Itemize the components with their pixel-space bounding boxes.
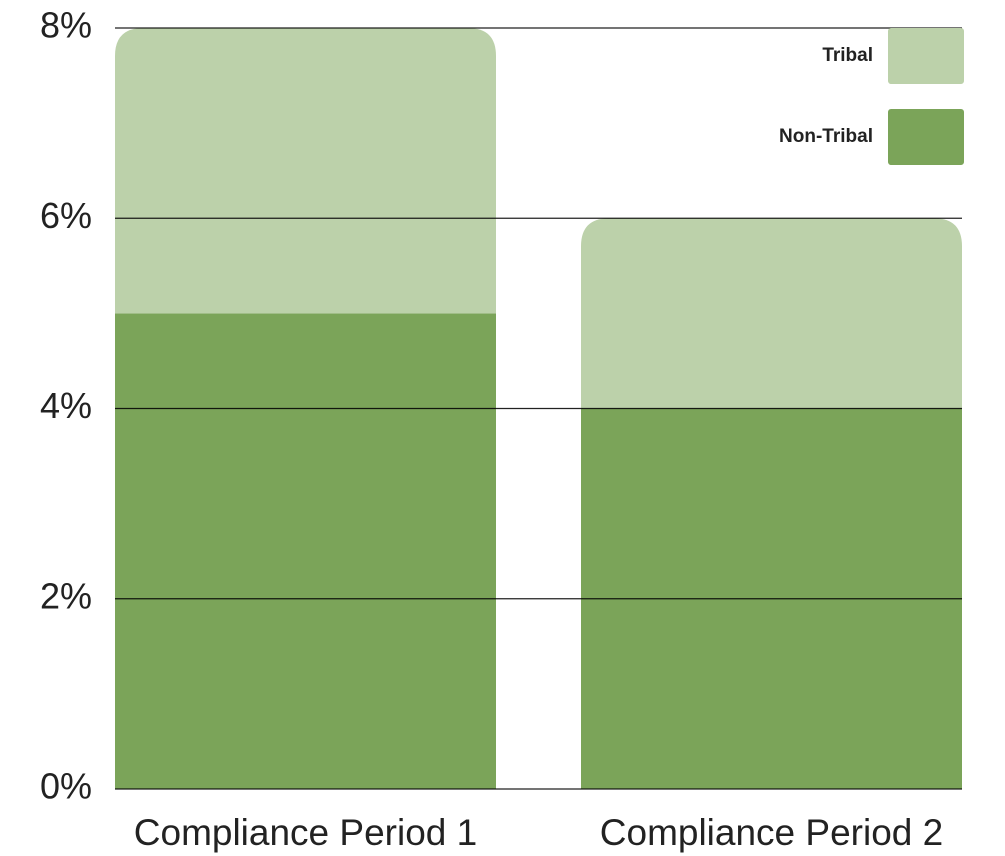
y-tick-label: 0% (40, 766, 92, 807)
x-tick-label: Compliance Period 1 (134, 812, 477, 853)
legend-swatch (888, 109, 964, 165)
y-tick-label: 4% (40, 385, 92, 426)
y-tick-label: 6% (40, 195, 92, 236)
legend-label: Non-Tribal (779, 126, 873, 147)
bar-segment (115, 313, 496, 789)
y-tick-label: 2% (40, 575, 92, 616)
y-tick-label: 8% (40, 5, 92, 46)
legend-label: Tribal (822, 45, 873, 66)
legend-swatch (888, 28, 964, 84)
bar-segment (115, 28, 496, 314)
bar-segment (581, 218, 962, 409)
x-tick-label: Compliance Period 2 (600, 812, 943, 853)
